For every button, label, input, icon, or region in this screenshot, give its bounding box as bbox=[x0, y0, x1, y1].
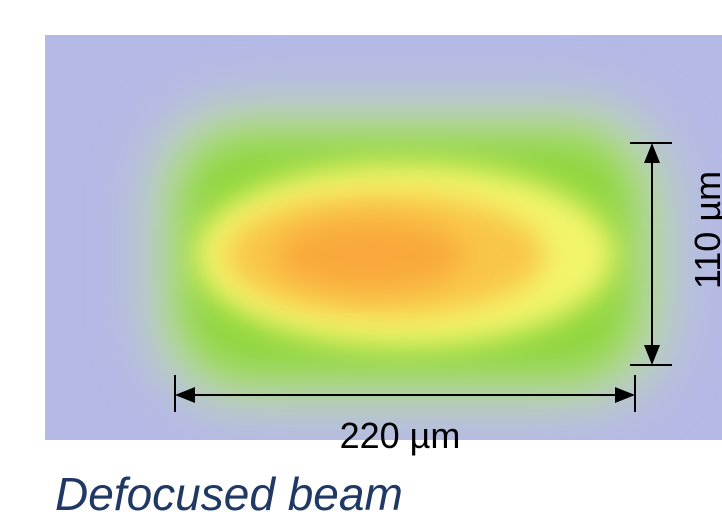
width-label: 220 µm bbox=[340, 415, 461, 456]
beam-image bbox=[45, 35, 722, 440]
caption: Defocused beam bbox=[55, 468, 403, 520]
height-label: 110 µm bbox=[687, 171, 722, 289]
figure: 220 µm 110 µm Defocused beam bbox=[0, 0, 722, 522]
